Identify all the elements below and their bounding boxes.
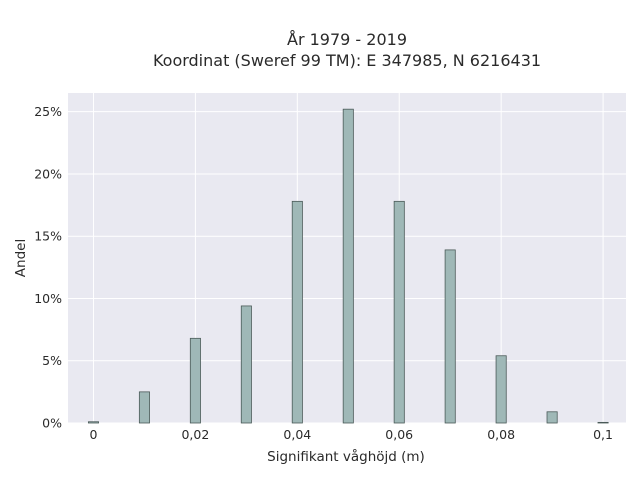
x-tick-label: 0,02 <box>181 427 209 442</box>
bar <box>546 411 558 424</box>
bar <box>240 305 252 424</box>
x-tick-label: 0 <box>90 427 98 442</box>
bar <box>495 355 507 424</box>
x-tick-label: 0,06 <box>385 427 413 442</box>
bar <box>189 337 201 424</box>
y-tick-label: 5% <box>42 353 62 368</box>
bar <box>291 200 303 424</box>
y-axis-ticks: 0% 5% 10% 15% 20% 25% <box>34 104 62 430</box>
y-tick-label: 20% <box>34 166 62 181</box>
x-axis-ticks: 0 0,02 0,04 0,06 0,08 0,1 <box>90 427 614 442</box>
chart-title-line-1: År 1979 - 2019 <box>287 30 407 49</box>
x-tick-label: 0,08 <box>487 427 515 442</box>
x-tick-label: 0,1 <box>593 427 613 442</box>
y-tick-label: 10% <box>34 291 62 306</box>
y-tick-label: 0% <box>42 416 62 431</box>
y-tick-label: 25% <box>34 104 62 119</box>
bar <box>597 421 609 424</box>
y-axis-label: Andel <box>13 239 29 277</box>
bar <box>342 108 354 424</box>
bars <box>87 108 609 424</box>
x-axis-label: Signifikant våghöjd (m) <box>267 448 425 465</box>
y-tick-label: 15% <box>34 229 62 244</box>
x-tick-label: 0,04 <box>283 427 311 442</box>
bar <box>138 391 150 424</box>
bar <box>444 249 456 424</box>
chart-title-line-2: Koordinat (Sweref 99 TM): E 347985, N 62… <box>153 51 541 70</box>
bar <box>393 200 405 424</box>
bar <box>87 421 99 424</box>
